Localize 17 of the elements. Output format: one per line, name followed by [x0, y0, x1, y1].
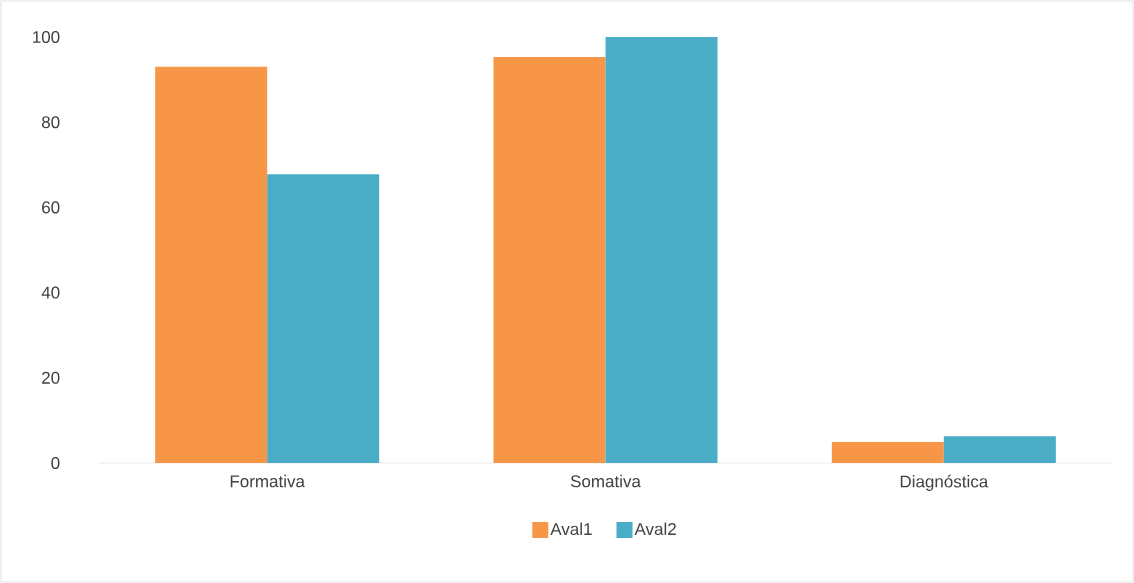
- y-tick-label: 100: [33, 30, 60, 44]
- bar: [155, 66, 268, 463]
- legend-label: Aval1: [550, 522, 592, 536]
- bar: [605, 36, 718, 463]
- y-tick-label: 60: [42, 201, 60, 214]
- x-tick-label: Formativa: [230, 474, 305, 488]
- bar: [831, 442, 944, 463]
- y-tick-label: 0: [51, 456, 60, 470]
- bar: [267, 174, 380, 463]
- y-tick-label: 40: [41, 286, 60, 299]
- x-tick-label: Diagnóstica: [900, 474, 989, 491]
- bar: [493, 57, 606, 463]
- x-tick-label: Somativa: [570, 474, 641, 488]
- y-tick-label: 80: [41, 116, 60, 129]
- legend-label: Aval2: [634, 522, 676, 536]
- y-tick-label: 20: [42, 371, 60, 384]
- bar: [943, 436, 1056, 463]
